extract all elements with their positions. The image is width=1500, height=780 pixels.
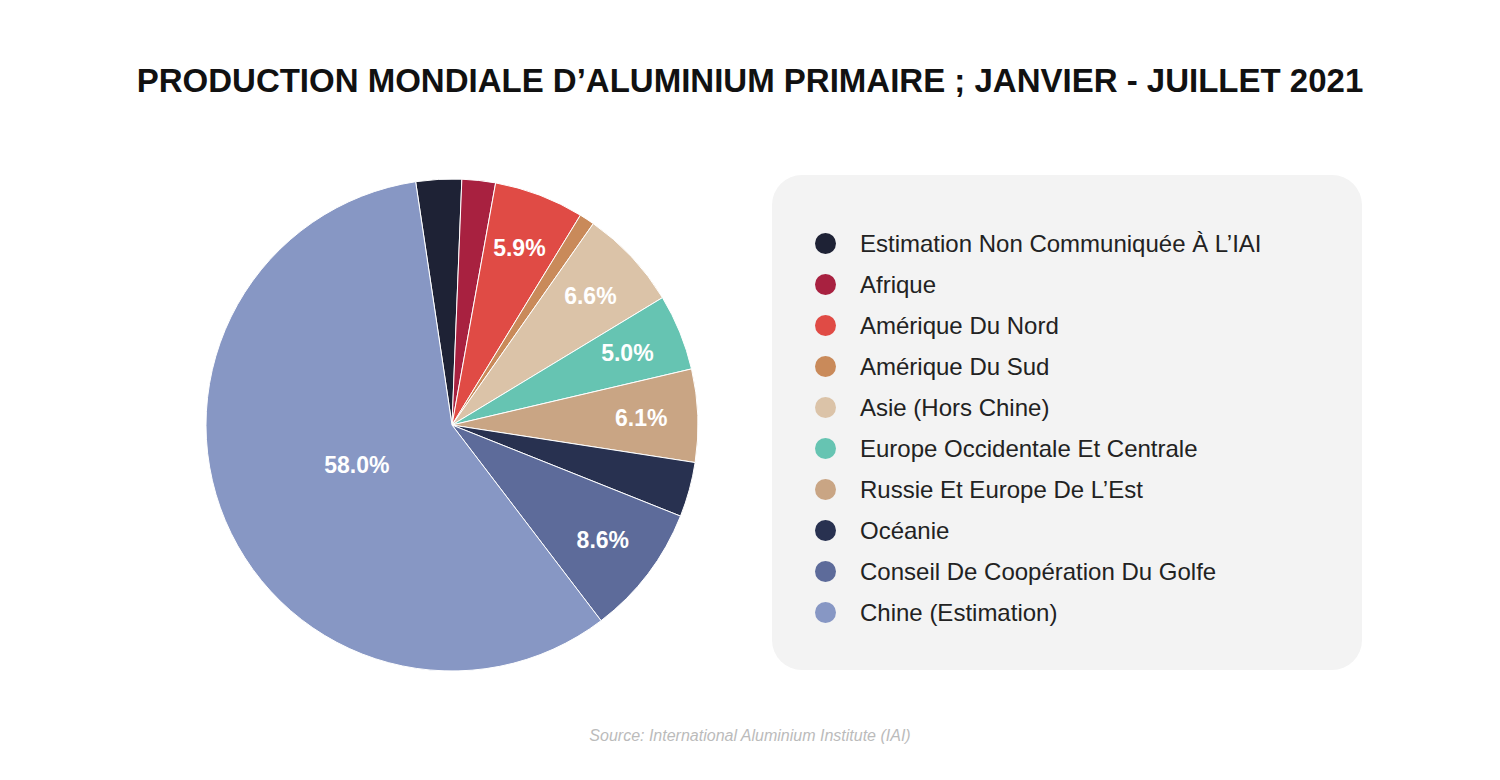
html-text:Conseil De Coopération Du Golf: Conseil De Coopération Du Golfe	[860, 557, 1217, 585]
html-text:PRODUCTION MONDIALE D’ALUMINIU: PRODUCTION MONDIALE D’ALUMINIUM PRIMAIRE…	[136, 62, 1364, 99]
html-text:Estimation Non Communiquée À L: Estimation Non Communiquée À L’IAI	[860, 229, 1262, 257]
svg-text:6.6%: 6.6%	[564, 283, 616, 309]
html-text:Source: International Aluminiu: Source: International Aluminium Institut…	[589, 727, 911, 744]
svg-text:58.0%: 58.0%	[324, 452, 389, 478]
html-text:Russie Et Europe De L’Est: Russie Et Europe De L’Est	[860, 475, 1143, 503]
html-text:Chine (Estimation): Chine (Estimation)	[860, 598, 1058, 626]
svg-text:5.9%: 5.9%	[493, 235, 545, 261]
html-text:Océanie: Océanie	[860, 516, 950, 544]
svg-text:5.0%: 5.0%	[601, 340, 653, 366]
html-text:Amérique Du Sud: Amérique Du Sud	[860, 352, 1050, 380]
html-text:Asie (Hors Chine): Asie (Hors Chine)	[860, 393, 1050, 421]
html-text:Amérique Du Nord: Amérique Du Nord	[860, 311, 1059, 339]
html-text:Afrique: Afrique	[860, 270, 936, 298]
svg-text:8.6%: 8.6%	[577, 527, 629, 553]
svg-text:6.1%: 6.1%	[615, 405, 667, 431]
html-text:Europe Occidentale Et Centrale: Europe Occidentale Et Centrale	[860, 434, 1198, 462]
